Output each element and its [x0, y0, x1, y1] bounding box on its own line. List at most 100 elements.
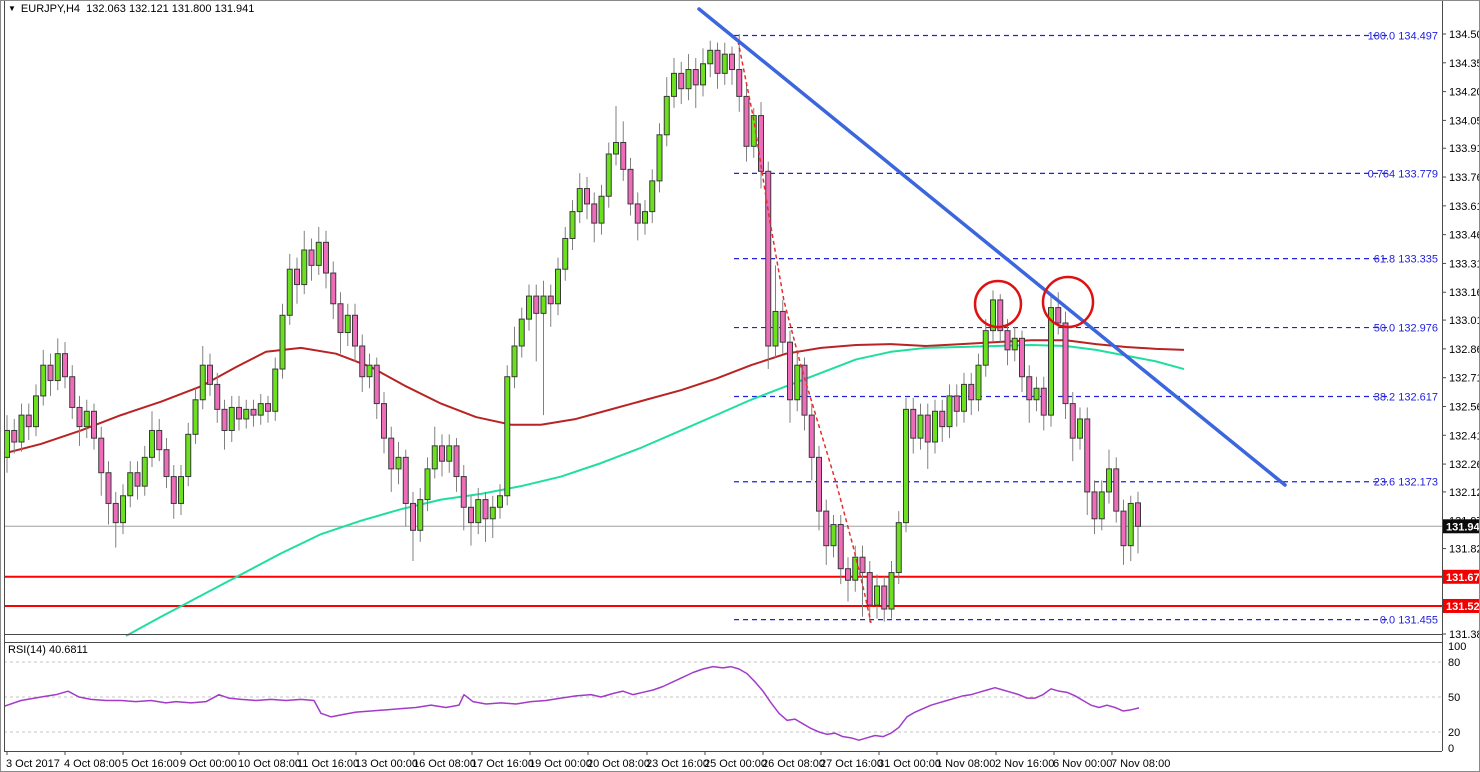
price-tick-label: 133.760 — [1449, 172, 1480, 184]
time-tick-label: 31 Oct 00:00 — [878, 758, 941, 770]
candle-bull — [1106, 468, 1112, 493]
candle-bull — [685, 69, 692, 90]
candle-bull — [961, 383, 967, 412]
time-tick-label: 10 Oct 08:00 — [238, 758, 301, 770]
time-tick-label: 25 Oct 00:00 — [704, 758, 767, 770]
candle-bear — [678, 72, 685, 90]
price-tick-label: 132.715 — [1449, 373, 1480, 385]
collapse-triangle-icon[interactable]: ▼ — [8, 4, 16, 13]
candle-bull — [613, 141, 619, 155]
candle-bull — [671, 72, 677, 97]
time-tick-label: 3 Oct 2017 — [6, 758, 60, 770]
candle-bull — [917, 414, 924, 439]
candle-bear — [250, 408, 257, 416]
price-tick-label: 133.460 — [1449, 230, 1480, 242]
candle-bear — [359, 345, 366, 378]
fib-level-label: 23.6 132.173 — [1374, 477, 1438, 489]
price-tick-label: 133.015 — [1449, 315, 1480, 327]
candle-bull — [120, 495, 126, 524]
fib-level-label: 38.2 132.617 — [1374, 391, 1438, 403]
candle-bear — [453, 445, 460, 478]
candle-bear — [214, 383, 221, 410]
rsi-pane[interactable] — [3, 661, 1442, 741]
time-axis[interactable]: 3 Oct 2017 4 Oct 08:00 5 Oct 16:00 9 Oct 00… — [6, 751, 1170, 770]
candle-bull — [772, 310, 779, 347]
candle-bull — [54, 353, 61, 382]
candle-bear — [134, 472, 141, 487]
dashed-decline-line[interactable] — [737, 40, 872, 624]
candle-bear — [881, 585, 888, 610]
candle-bear — [308, 249, 315, 266]
candle-bear — [1069, 403, 1076, 439]
price-badge — [1443, 569, 1479, 584]
candle-bull — [946, 395, 953, 428]
candle-bear — [1135, 502, 1141, 527]
candle-bull — [395, 456, 402, 470]
symbol-quote-text: EURJPY,H4 132.063 132.121 131.800 131.94… — [20, 3, 255, 15]
fib-retracement[interactable]: 100.0 134.497 0.764 133.779 61.8 133.335 50… — [734, 31, 1438, 627]
trendline[interactable] — [697, 7, 1287, 487]
candle-bull — [315, 241, 322, 266]
price-tick-label: 134.505 — [1449, 29, 1480, 41]
candle-bear — [591, 203, 598, 224]
time-tick-label: 13 Oct 00:00 — [355, 758, 418, 770]
candle-bull — [1077, 418, 1083, 439]
candle-bull — [18, 414, 25, 443]
candle-bear — [11, 429, 18, 443]
candle-bull — [932, 410, 938, 443]
candle-bear — [91, 410, 97, 439]
candle-bull — [431, 445, 438, 470]
candle-bear — [859, 556, 866, 574]
time-tick-label: 19 Oct 00:00 — [529, 758, 592, 770]
candle-bear — [236, 406, 242, 420]
candle-bull — [707, 49, 714, 65]
candle-bull — [598, 195, 605, 224]
price-tick-label: 133.910 — [1449, 143, 1480, 155]
candle-bear — [1113, 468, 1120, 512]
candle-bull — [185, 433, 192, 478]
candle-bear — [330, 272, 337, 305]
support-lines[interactable] — [4, 575, 1442, 607]
candle-bear — [823, 510, 830, 547]
axes[interactable] — [4, 1, 1443, 752]
candle-bear — [816, 456, 822, 512]
candle-bear — [743, 95, 750, 147]
candle-bear — [156, 429, 163, 451]
price-badge-label: 131.526 — [1446, 601, 1480, 613]
highlight-circles[interactable] — [973, 275, 1095, 329]
candle-bull — [540, 295, 547, 314]
time-tick-label: 4 Oct 08:00 — [64, 758, 121, 770]
candle-bull — [33, 395, 39, 428]
price-badge-label: 131.941 — [1446, 521, 1480, 533]
candle-bull — [874, 585, 880, 606]
candle-bull — [344, 314, 351, 334]
candle-bull — [40, 364, 47, 397]
candle-bull — [649, 180, 656, 213]
candle-bear — [1120, 510, 1127, 547]
candle-bear — [1091, 491, 1098, 520]
price-axis[interactable]: 134.505 134.355 134.205 134.055 133.910 133.7… — [1442, 29, 1480, 755]
price-tick-label: 133.610 — [1449, 201, 1480, 213]
candle-bear — [460, 476, 467, 508]
candle-bull — [700, 63, 706, 86]
candles — [4, 34, 1141, 623]
candle-bull — [903, 408, 909, 524]
fib-level-label: 0.764 133.779 — [1368, 168, 1438, 180]
candle-bear — [801, 364, 808, 416]
rsi-tick-label: 50 — [1448, 692, 1460, 704]
time-tick-label: 20 Oct 08:00 — [587, 758, 650, 770]
candle-bear — [997, 299, 1004, 332]
candle-bear — [533, 295, 540, 314]
time-tick-label: 9 Oct 00:00 — [180, 758, 237, 770]
time-tick-label: 6 Nov 00:00 — [1053, 758, 1112, 770]
candle-bull — [518, 318, 525, 347]
fib-level-label: 61.8 133.335 — [1374, 254, 1438, 266]
candle-bear — [845, 568, 851, 581]
candle-bull — [642, 211, 648, 224]
candle-bull — [417, 499, 424, 531]
candle-bull — [257, 403, 264, 416]
candle-bear — [25, 414, 32, 428]
candle-bull — [888, 572, 895, 610]
